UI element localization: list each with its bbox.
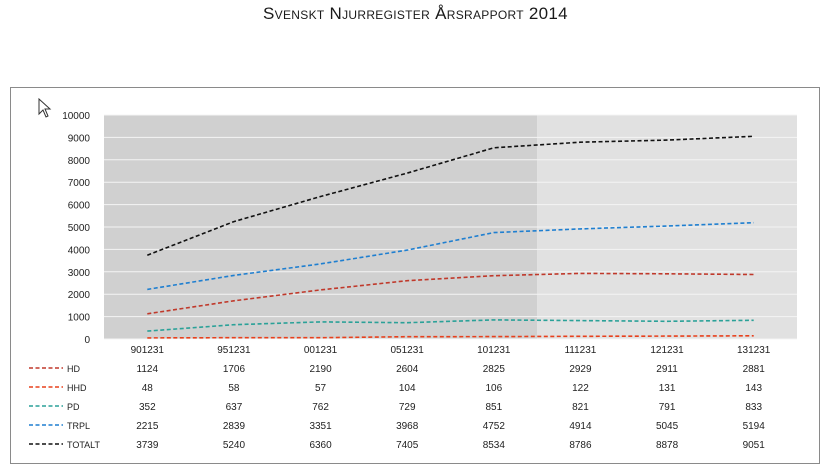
y-tick-label: 9000 xyxy=(68,133,91,144)
data-table-cell: 8786 xyxy=(569,440,592,451)
x-tick-label: 951231 xyxy=(217,345,251,356)
data-table-cell: 8878 xyxy=(656,440,679,451)
legend-label: HD xyxy=(67,364,80,374)
data-table-cell: 57 xyxy=(315,383,327,394)
series-line-pd xyxy=(147,319,754,332)
data-table-cell: 48 xyxy=(142,383,154,394)
legend-label: HHD xyxy=(67,383,87,393)
data-table-cell: 2190 xyxy=(309,364,332,375)
data-table-cell: 352 xyxy=(139,402,156,413)
y-tick-label: 7000 xyxy=(68,178,91,189)
data-table-cell: 4914 xyxy=(569,421,592,432)
data-table-cell: 637 xyxy=(226,402,243,413)
data-table-cell: 2215 xyxy=(136,421,159,432)
data-table-cell: 7405 xyxy=(396,440,419,451)
data-table-cell: 821 xyxy=(572,402,589,413)
y-tick-label: 4000 xyxy=(68,245,91,256)
page-title: Svenskt Njurregister Årsrapport 2014 xyxy=(263,4,568,23)
data-table-cell: 2929 xyxy=(569,364,592,375)
y-tick-label: 3000 xyxy=(68,268,91,279)
data-table-cell: 104 xyxy=(399,383,416,394)
data-table-cell: 791 xyxy=(659,402,676,413)
y-tick-label: 0 xyxy=(84,335,90,346)
data-table-cell: 3968 xyxy=(396,421,419,432)
data-table-cell: 1124 xyxy=(137,364,159,375)
x-tick-label: 131231 xyxy=(737,345,771,356)
x-tick-label: 001231 xyxy=(304,345,338,356)
data-table-cell: 131 xyxy=(659,383,676,394)
line-chart: 0 1000 2000 3000 4000 5000 6000 7000 8000 9000 100… xyxy=(29,111,797,451)
y-tick-label: 8000 xyxy=(68,156,91,167)
data-table-cell: 851 xyxy=(485,402,502,413)
chart-frame: 0 1000 2000 3000 4000 5000 6000 7000 8000 9000 100… xyxy=(10,87,820,464)
y-tick-label: 6000 xyxy=(68,201,91,212)
data-table-cell: 5045 xyxy=(656,421,679,432)
series-line-totalt xyxy=(147,135,754,256)
data-table-cell: 762 xyxy=(312,402,329,413)
data-table-cell: 58 xyxy=(228,383,240,394)
series-line-hhd xyxy=(147,335,754,339)
data-table-cell: 729 xyxy=(399,402,416,413)
data-table-cell: 5240 xyxy=(223,440,246,451)
data-table-cell: 833 xyxy=(745,402,762,413)
legend-label: TOTALT xyxy=(67,440,101,450)
data-table-cell: 2839 xyxy=(223,421,246,432)
data-table-cell: 2911 xyxy=(656,364,678,375)
data-table-cell: 106 xyxy=(485,383,502,394)
x-tick-label: 121231 xyxy=(650,345,684,356)
x-tick-label: 051231 xyxy=(391,345,425,356)
data-table-cell: 4752 xyxy=(483,421,506,432)
y-tick-label: 5000 xyxy=(68,223,91,234)
series-line-hd xyxy=(147,272,754,315)
data-table-cell: 5194 xyxy=(743,421,766,432)
y-tick-label: 10000 xyxy=(62,111,90,122)
x-tick-label: 901231 xyxy=(131,345,165,356)
data-table-cell: 122 xyxy=(572,383,589,394)
mouse-cursor-icon xyxy=(38,98,52,118)
data-table-cell: 2604 xyxy=(396,364,419,375)
data-table-cell: 6360 xyxy=(309,440,332,451)
data-table-cell: 8534 xyxy=(483,440,506,451)
legend-label: TRPL xyxy=(67,421,90,431)
legend-label: PD xyxy=(67,402,80,412)
y-tick-label: 1000 xyxy=(68,313,91,324)
data-table-cell: 143 xyxy=(745,383,762,394)
series-line-trpl xyxy=(147,221,754,291)
data-table-cell: 1706 xyxy=(223,364,246,375)
data-table-cell: 9051 xyxy=(743,440,766,451)
x-tick-label: 101231 xyxy=(477,345,511,356)
x-tick-label: 111231 xyxy=(564,345,596,356)
data-table-cell: 2881 xyxy=(743,364,766,375)
y-tick-label: 2000 xyxy=(68,290,91,301)
data-table-cell: 3351 xyxy=(309,421,332,432)
data-table-cell: 3739 xyxy=(136,440,159,451)
data-table-cell: 2825 xyxy=(483,364,506,375)
